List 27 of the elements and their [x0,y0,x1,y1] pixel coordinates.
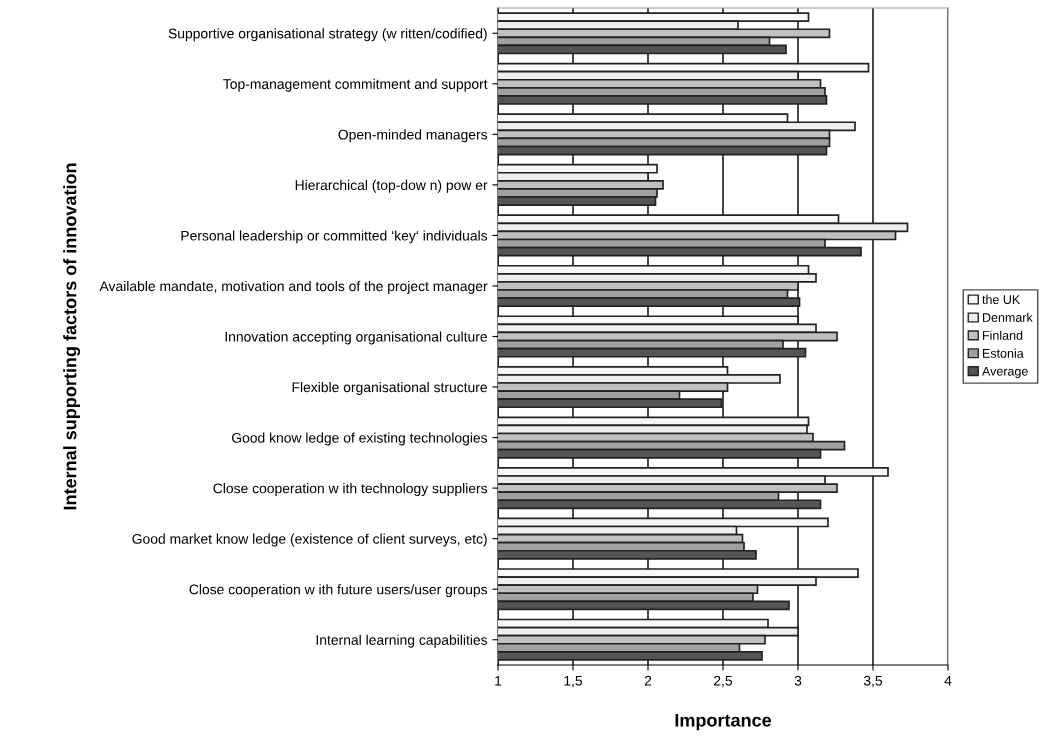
y-tick-label: Close cooperation w ith future users/user groups [189,584,488,598]
y-tick-label: Available mandate, motivation and tools of the project manager [99,280,488,294]
y-tick-label: Innovation accepting organisational culture [225,331,487,345]
y-tick-label: Close cooperation w ith technology suppliers [213,483,488,497]
y-tick-label: Good market know ledge (existence of client surveys, etc) [132,533,487,547]
x-tick-label: 1 [495,675,502,686]
legend-label: the UK [982,294,1021,305]
y-axis-title: Internal supporting factors of innovation [63,163,81,510]
y-tick-label: Good know ledge of existing technologies [231,432,488,446]
x-tick-label: 2,5 [714,675,733,688]
x-axis-title: Importance [675,714,772,731]
y-tick-label: Top-management commitment and support [223,78,488,92]
y-tick-label: Supportive organisational strategy (w ritten/codified) [168,28,487,42]
x-tick-label: 3 [794,675,802,686]
x-tick-label: 1,5 [564,675,583,688]
legend-label: Estonia [983,348,1024,358]
y-tick-label: Flexible organisational structure [292,382,487,395]
x-tick-label: 2 [644,675,652,686]
legend-label: Average [982,366,1028,379]
y-tick-label: Open-minded managers [338,129,488,143]
legend-label: Finland [983,330,1023,340]
legend-label: Denmark [983,312,1033,322]
y-tick-label: Internal learning capabilities [316,634,488,648]
y-tick-label: Personal leadership or committed ‘key‘ individuals [181,230,488,244]
x-tick-label: 4 [944,675,952,686]
x-tick-label: 3,5 [863,675,883,688]
y-tick-label: Hierarchical (top-dow n) pow er [295,179,488,193]
